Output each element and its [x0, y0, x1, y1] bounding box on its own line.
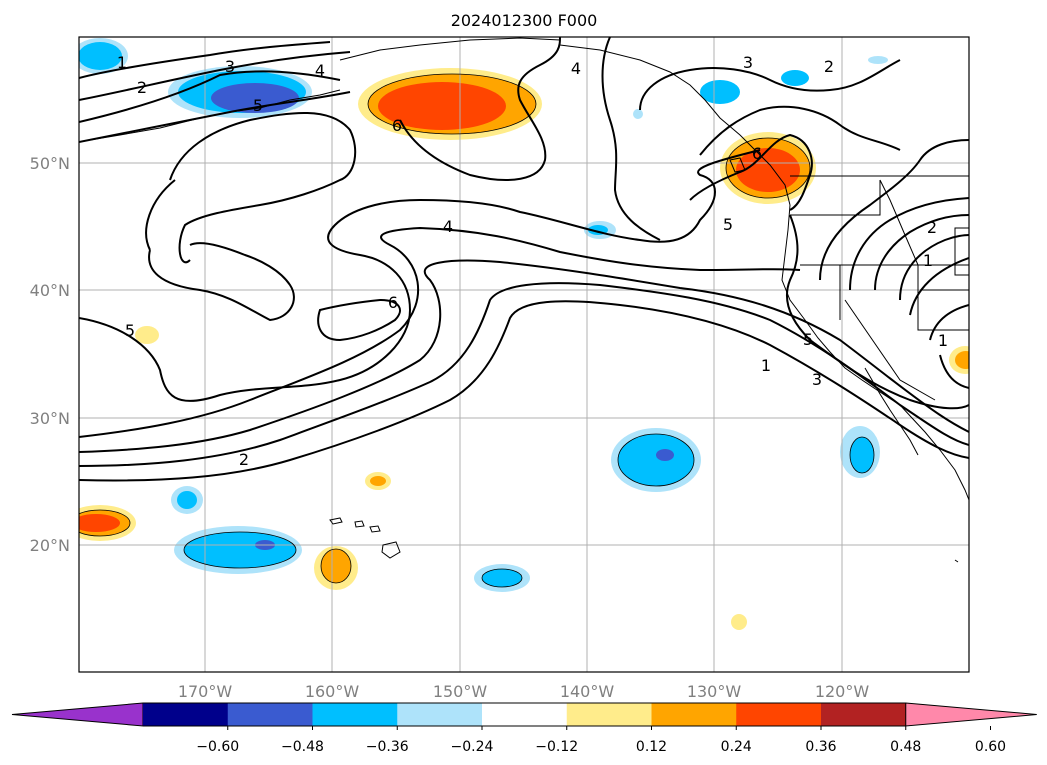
colorbar-frame — [143, 702, 906, 727]
contour-label: 5 — [125, 321, 135, 340]
lon-label: 170°W — [178, 682, 233, 701]
contour-label: 2 — [239, 450, 249, 469]
colorbar-tick-label: −0.24 — [451, 739, 494, 755]
contour-label: 3 — [812, 370, 822, 389]
colorbar-tick-label: 0.12 — [636, 739, 667, 755]
colorbar-segment — [143, 703, 229, 726]
colorbar-tick-label: 0.24 — [721, 739, 752, 755]
colorbar-tick-label: 0.36 — [805, 739, 836, 755]
shading-outlines — [79, 73, 875, 588]
shading-fills — [79, 38, 969, 630]
contour-label: 5 — [803, 330, 813, 349]
graticule — [79, 37, 969, 672]
latitude-labels: 50°N 40°N 30°N 20°N — [30, 154, 70, 555]
lat-label: 40°N — [30, 281, 70, 300]
colorbar-segment — [397, 703, 483, 726]
colorbar-segment — [566, 703, 652, 726]
contour-label: 2 — [824, 57, 834, 76]
lat-label: 50°N — [30, 154, 70, 173]
lat-label: 30°N — [30, 409, 70, 428]
contour-label: 6 — [392, 116, 402, 135]
contour-label: 4 — [315, 61, 325, 80]
contour-label: 5 — [253, 96, 263, 115]
colorbar-segment — [651, 703, 737, 726]
lon-label: 120°W — [815, 682, 870, 701]
coastlines — [89, 37, 969, 563]
colorbar-tick-label: −0.12 — [535, 739, 578, 755]
map-title: 2024012300 F000 — [451, 11, 598, 30]
colorbar-segment — [312, 703, 398, 726]
colorbar-tick-label: −0.60 — [196, 739, 239, 755]
longitude-labels: 170°W 160°W 150°W 140°W 130°W 120°W — [178, 682, 870, 701]
contour-label: 2 — [137, 78, 147, 97]
colorbar-extend-high — [905, 702, 1037, 727]
contour-label: 6 — [388, 293, 398, 312]
map-frame — [78, 36, 970, 673]
contour-label: 1 — [923, 251, 933, 270]
colorbar-tick-label: −0.36 — [366, 739, 409, 755]
lat-label: 20°N — [30, 536, 70, 555]
colorbar-tick-label: 0.48 — [890, 739, 921, 755]
colorbar-extend-low — [11, 702, 144, 727]
contour-label: 6 — [752, 144, 762, 163]
contour-label: 3 — [225, 57, 235, 76]
colorbar-segment — [821, 703, 907, 726]
colorbar-segment — [482, 703, 568, 726]
contour-lines — [79, 37, 969, 482]
colorbar-segment — [736, 703, 822, 726]
contour-label: 3 — [743, 53, 753, 72]
contour-label: 4 — [571, 59, 581, 78]
colorbar-segment — [227, 703, 313, 726]
colorbar: −0.60 −0.48 −0.36 −0.24 −0.12 0.12 0.24 0.36 0.4… — [11, 702, 1037, 755]
contour-label: 1 — [117, 53, 127, 72]
lon-label: 160°W — [305, 682, 360, 701]
map-panel: 1 2 3 4 5 6 6 4 5 2 3 4 6 1 5 3 2 2 1 5 … — [78, 36, 970, 673]
contour-label: 1 — [761, 356, 771, 375]
contour-labels: 1 2 3 4 5 6 6 4 5 2 3 4 6 1 5 3 2 2 1 5 … — [117, 53, 948, 469]
contour-label: 5 — [723, 215, 733, 234]
lon-label: 150°W — [433, 682, 488, 701]
contour-label: 4 — [443, 217, 453, 236]
colorbar-tick-label: 0.60 — [975, 739, 1006, 755]
colorbar-tick-label: −0.48 — [281, 739, 324, 755]
contour-label: 2 — [927, 218, 937, 237]
lon-label: 130°W — [687, 682, 742, 701]
lon-label: 140°W — [560, 682, 615, 701]
contour-label: 1 — [938, 331, 948, 350]
